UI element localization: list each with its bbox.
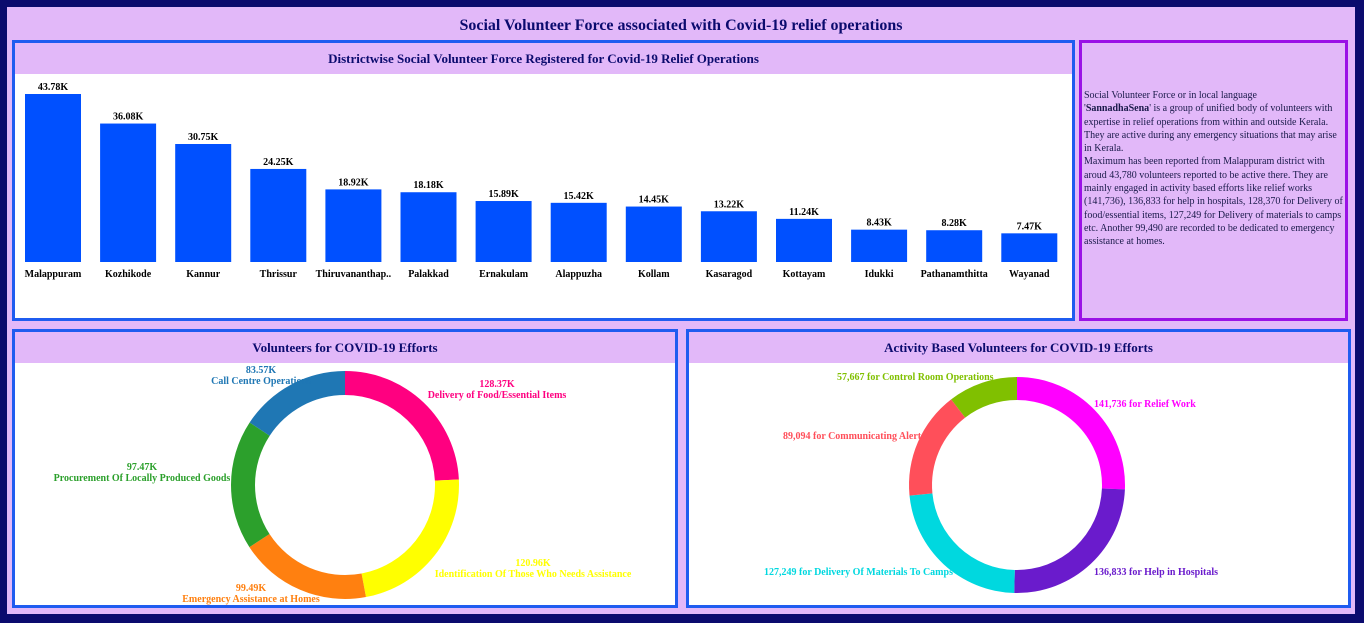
- bar-kasaragod: [700, 211, 757, 262]
- info-panel: Social Volunteer Force or in local langu…: [1079, 40, 1348, 321]
- slice-89-094-for-communicating-alerts: [909, 399, 966, 496]
- bar-value-label: 18.18K: [413, 180, 444, 191]
- slice-value-label: 99.49K: [236, 583, 267, 594]
- slice-value-label: 97.47K: [127, 462, 158, 473]
- bar-value-label: 14.45K: [639, 195, 670, 206]
- bar-value-label: 36.08K: [113, 112, 144, 123]
- bar-thrissur: [250, 168, 307, 262]
- bar-kollam: [625, 206, 682, 262]
- donut2-panel: Activity Based Volunteers for COVID-19 E…: [686, 329, 1351, 608]
- bar-category-label: Pathanamthitta: [921, 269, 988, 280]
- bar-ernakulam: [475, 201, 532, 262]
- bar-value-label: 15.89K: [488, 189, 519, 200]
- bar-kannur: [175, 144, 232, 262]
- donut2-header: Activity Based Volunteers for COVID-19 E…: [689, 332, 1348, 363]
- slice-procurement-of-locally-produced-goods: [231, 422, 270, 548]
- slice-name-label: 136,833 for Help in Hospitals: [1094, 567, 1218, 578]
- donut2-chart: 141,736 for Relief Work 136,833 for Help …: [764, 372, 1218, 593]
- bar-category-label: Kannur: [186, 269, 220, 280]
- bar-malappuram: [25, 94, 81, 262]
- slice-127-249-for-delivery-of-materials-to-camps: [909, 493, 1015, 593]
- slice-136-833-for-help-in-hospitals: [1014, 488, 1125, 593]
- slice-name-label: Call Centre Operations: [211, 376, 311, 387]
- info-line-3: Maximum has been reported from Malappura…: [1084, 156, 1343, 248]
- donut1-panel: Volunteers for COVID-19 Efforts 128.37K D…: [12, 329, 678, 608]
- bar-idukki: [851, 229, 908, 262]
- bar-category-label: Malappuram: [25, 269, 82, 280]
- slice-value-label: 128.37K: [479, 379, 515, 390]
- bar-value-label: 7.47K: [1017, 221, 1043, 232]
- slice-name-label: Identification Of Those Who Needs Assist…: [435, 569, 632, 580]
- bar-value-label: 8.28K: [942, 218, 968, 229]
- slice-141-736-for-relief-work: [1017, 377, 1125, 490]
- bar-category-label: Thiruvananthap..: [316, 269, 392, 280]
- slice-57-667-for-control-room-operations: [951, 377, 1017, 418]
- dashboard-frame: Social Volunteer Force associated with C…: [4, 4, 1358, 617]
- bar-category-label: Kollam: [638, 269, 670, 280]
- bar-value-label: 11.24K: [789, 207, 819, 218]
- bar-chart: 43.78K Malappuram 36.08K Kozhikode 30.75K Kan…: [25, 82, 1058, 280]
- info-sannadhasena: SannadhaSena: [1085, 103, 1150, 115]
- bar-value-label: 43.78K: [38, 82, 69, 93]
- bar-category-label: Ernakulam: [479, 269, 529, 280]
- info-quote-open: ': [1084, 103, 1086, 115]
- bar-palakkad: [400, 192, 457, 262]
- info-text: Social Volunteer Force or in local langu…: [1084, 89, 1346, 249]
- bar-category-label: Thrissur: [260, 269, 298, 280]
- bar-kozhikode: [100, 123, 157, 263]
- bar-value-label: 18.92K: [338, 177, 369, 188]
- bar-category-label: Kottayam: [783, 269, 826, 280]
- bar-category-label: Wayanad: [1009, 269, 1050, 280]
- slice-name-label: 141,736 for Relief Work: [1094, 399, 1196, 410]
- bar-chart-panel: Districtwise Social Volunteer Force Regi…: [12, 40, 1075, 321]
- bar-value-label: 8.43K: [866, 218, 892, 229]
- slice-name-label: Procurement Of Locally Produced Goods: [54, 473, 231, 484]
- bar-value-label: 30.75K: [188, 132, 219, 143]
- slice-name-label: 127,249 for Delivery Of Materials To Cam…: [764, 567, 953, 578]
- slice-value-label: 83.57K: [246, 365, 277, 376]
- donut1-header: Volunteers for COVID-19 Efforts: [15, 332, 675, 363]
- bar-pathanamthitta: [926, 230, 983, 262]
- bar-value-label: 24.25K: [263, 157, 294, 168]
- slice-name-label: 89,094 for Communicating Alerts: [783, 431, 925, 442]
- info-line-2-rest: ' is a group of unified body of voluntee…: [1084, 103, 1337, 155]
- bar-value-label: 13.22K: [714, 199, 745, 210]
- slice-name-label: 57,667 for Control Room Operations: [837, 372, 994, 383]
- bar-value-label: 15.42K: [564, 191, 595, 202]
- slice-call-centre-operations: [249, 371, 345, 436]
- bar-kottayam: [776, 218, 832, 262]
- slice-emergency-assistance-at-homes: [249, 534, 366, 599]
- bar-thiruvananthap: [325, 189, 382, 262]
- slice-delivery-of-food-essential-items: [345, 371, 459, 481]
- bar-category-label: Palakkad: [408, 269, 449, 280]
- slice-name-label: Delivery of Food/Essential Items: [428, 390, 567, 401]
- slice-identification-of-those-who-needs-assistance: [361, 479, 459, 598]
- bar-chart-title: Districtwise Social Volunteer Force Regi…: [328, 50, 759, 66]
- bar-category-label: Alappuzha: [555, 269, 602, 280]
- slice-value-label: 120.96K: [515, 558, 551, 569]
- bar-category-label: Kasaragod: [706, 269, 753, 280]
- info-line-1: Social Volunteer Force or in local langu…: [1084, 90, 1257, 101]
- bar-alappuzha: [550, 202, 607, 262]
- donut1-title: Volunteers for COVID-19 Efforts: [252, 339, 438, 355]
- info-line-2: 'SannadhaSena' is a group of unified bod…: [1084, 103, 1337, 154]
- bar-category-label: Kozhikode: [105, 269, 152, 280]
- bar-chart-header: Districtwise Social Volunteer Force Regi…: [15, 43, 1072, 74]
- page-title: Social Volunteer Force associated with C…: [459, 17, 903, 34]
- bar-category-label: Idukki: [865, 269, 894, 280]
- donut2-title: Activity Based Volunteers for COVID-19 E…: [884, 339, 1153, 355]
- slice-name-label: Emergency Assistance at Homes: [182, 594, 320, 605]
- bar-wayanad: [1001, 233, 1058, 262]
